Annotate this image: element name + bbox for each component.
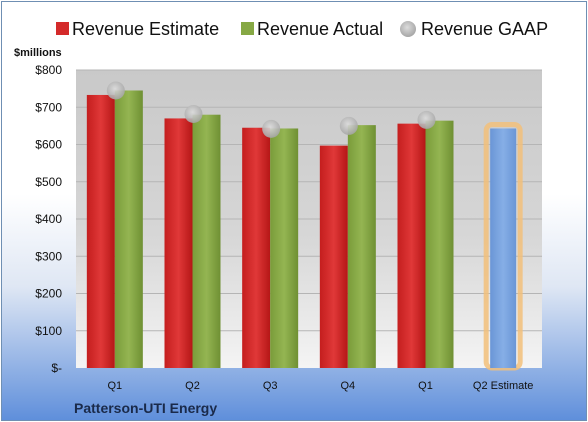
x-tick-label: Q1 xyxy=(418,380,433,392)
y-tick-label: $100 xyxy=(35,324,62,338)
y-tick-label: $700 xyxy=(35,100,62,114)
x-tick-label: Q2 Estimate xyxy=(473,380,534,392)
legend-swatch-revenue-actual xyxy=(241,22,254,35)
y-tick-label: $600 xyxy=(35,138,62,152)
bar-revenue-estimate xyxy=(242,127,271,368)
legend-item-revenue-estimate: Revenue Estimate xyxy=(56,19,219,39)
x-axis-labels: Q1 Q2 Q3 Q4 Q1 Q2 Estimate xyxy=(107,380,533,392)
x-tick-label: Q2 xyxy=(185,380,200,392)
bar-revenue-actual xyxy=(425,120,454,368)
grid xyxy=(76,69,542,332)
bar-revenue-estimate xyxy=(397,123,426,368)
legend-item-revenue-gaap: Revenue GAAP xyxy=(400,19,548,39)
legend-swatch-revenue-gaap xyxy=(400,21,416,37)
y-tick-label: $400 xyxy=(35,212,62,226)
bars xyxy=(86,90,523,371)
x-tick-label: Q1 xyxy=(107,380,122,392)
bar-revenue-actual xyxy=(192,114,221,368)
marker-revenue-gaap xyxy=(106,81,125,100)
legend-label-revenue-gaap: Revenue GAAP xyxy=(421,19,548,39)
company-name: Patterson-UTI Energy xyxy=(74,400,217,416)
marker-revenue-gaap xyxy=(262,119,281,138)
marker-revenue-gaap xyxy=(339,116,358,135)
bar-revenue-actual xyxy=(114,90,143,369)
legend-label-revenue-actual: Revenue Actual xyxy=(257,19,383,39)
legend: Revenue Estimate Revenue Actual Revenue … xyxy=(56,19,548,39)
bar-revenue-actual xyxy=(347,125,376,368)
marker-revenue-gaap xyxy=(417,110,436,129)
y-tick-label: $500 xyxy=(35,175,62,189)
marker-revenue-gaap xyxy=(184,104,203,123)
y-tick-label: $200 xyxy=(35,287,62,301)
x-tick-label: Q4 xyxy=(340,380,355,392)
gaap-markers xyxy=(106,81,436,138)
y-tick-label: $800 xyxy=(35,63,62,77)
bar-revenue-estimate xyxy=(319,145,348,368)
y-tick-label: $- xyxy=(51,361,62,375)
y-tick-label: $300 xyxy=(35,249,62,263)
bar-revenue-actual xyxy=(270,128,299,368)
bar-q2-estimate xyxy=(490,128,517,368)
bar-revenue-estimate xyxy=(164,118,193,368)
legend-label-revenue-estimate: Revenue Estimate xyxy=(72,19,219,39)
bar-revenue-estimate xyxy=(86,94,115,369)
legend-swatch-revenue-estimate xyxy=(56,22,69,35)
legend-item-revenue-actual: Revenue Actual xyxy=(241,19,383,39)
x-tick-label: Q3 xyxy=(263,380,278,392)
y-axis-unit-label: $millions xyxy=(14,47,62,59)
y-axis-labels: $- $100 $200 $300 $400 $500 $600 $700 $800 xyxy=(35,63,62,375)
